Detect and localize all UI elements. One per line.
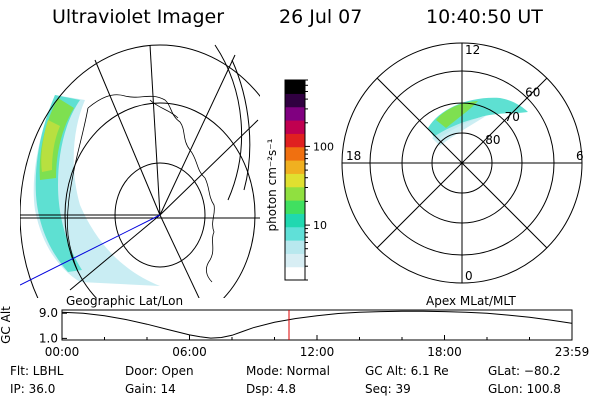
- colorbar-stripe: [285, 80, 305, 94]
- status-ip: IP: 36.0: [10, 382, 56, 396]
- colorbar-stripe: [285, 146, 305, 161]
- colorbar-frame: [284, 79, 306, 281]
- mlat-ring-label: 70: [505, 110, 520, 124]
- colorbar-tick-label: 100: [313, 140, 334, 153]
- polar-panel-label: Apex MLat/MLT: [426, 294, 516, 308]
- date-label: 26 Jul 07: [279, 6, 363, 28]
- polar-auroral-emission: [428, 97, 528, 146]
- altitude-series-line: [61, 310, 572, 339]
- status-door: Door: Open: [125, 364, 194, 378]
- colorbar-ticks: 10 100: [305, 79, 334, 281]
- geo-auroral-emission: [33, 95, 160, 286]
- status-dsp: Dsp: 4.8: [246, 382, 297, 396]
- altitude-plot: 1.0 9.0 00:00 06:00 12:00 18:00 23:59 GC Alt: [0, 306, 589, 359]
- mlat-ring-label: 60: [525, 86, 540, 100]
- polar-grid: [341, 42, 583, 284]
- colorbar-stripe: [285, 133, 305, 148]
- mlt-label: 0: [465, 269, 473, 283]
- colorbar-stripe: [285, 106, 305, 121]
- colorbar-stripe: [285, 200, 305, 214]
- status-gc-alt: GC Alt: 6.1 Re: [365, 364, 449, 378]
- colorbar-label: photon cm⁻²s⁻¹: [265, 138, 279, 231]
- geo-satellite-line: [20, 214, 161, 286]
- colorbar-stripe: [285, 213, 305, 228]
- mlt-label: 6: [576, 149, 584, 163]
- mlat-ring-label: 80: [485, 133, 500, 147]
- geographic-panel: [20, 44, 260, 298]
- altitude-y-ticks: 1.0 9.0: [39, 306, 67, 345]
- colorbar-stripe: [285, 240, 305, 254]
- colorbar-stripe: [285, 253, 305, 268]
- colorbar-stripe: [285, 173, 305, 188]
- altitude-y-tick-label: 1.0: [39, 331, 58, 345]
- status-gain: Gain: 14: [125, 382, 176, 396]
- colorbar-tick-label: 10: [313, 219, 327, 232]
- altitude-x-ticks: 00:00 06:00 12:00 18:00 23:59: [45, 335, 590, 359]
- status-flt: Flt: LBHL: [10, 364, 64, 378]
- altitude-x-tick-label: 12:00: [300, 345, 335, 359]
- mlt-label: 18: [346, 149, 361, 163]
- status-seq: Seq: 39: [365, 382, 411, 396]
- status-mode: Mode: Normal: [246, 364, 330, 378]
- colorbar-stripe: [285, 160, 305, 174]
- colorbar-stripe: [285, 266, 305, 281]
- colorbar-stripe: [285, 120, 305, 134]
- colorbar-gradient: [285, 80, 305, 281]
- instrument-title: Ultraviolet Imager: [52, 6, 225, 28]
- mlt-label: 12: [465, 43, 480, 57]
- colorbar-stripe: [285, 186, 305, 201]
- status-glon: GLon: 100.8: [488, 382, 561, 396]
- altitude-x-tick-label: 18:00: [427, 345, 462, 359]
- colorbar: 10 100 photon cm⁻²s⁻¹: [265, 79, 334, 281]
- colorbar-stripe: [285, 226, 305, 241]
- geo-grid: [20, 44, 260, 298]
- altitude-y-tick-label: 9.0: [39, 306, 58, 320]
- status-glat: GLat: −80.2: [488, 364, 561, 378]
- geo-panel-label: Geographic Lat/Lon: [66, 294, 184, 308]
- altitude-x-tick-label: 06:00: [172, 345, 207, 359]
- colorbar-stripe: [285, 93, 305, 108]
- altitude-ylabel: GC Alt: [0, 306, 13, 344]
- time-label: 10:40:50 UT: [426, 6, 543, 28]
- altitude-x-tick-label: 00:00: [45, 345, 80, 359]
- altitude-x-tick-label: 23:59: [555, 345, 590, 359]
- geo-coastline: [67, 94, 215, 283]
